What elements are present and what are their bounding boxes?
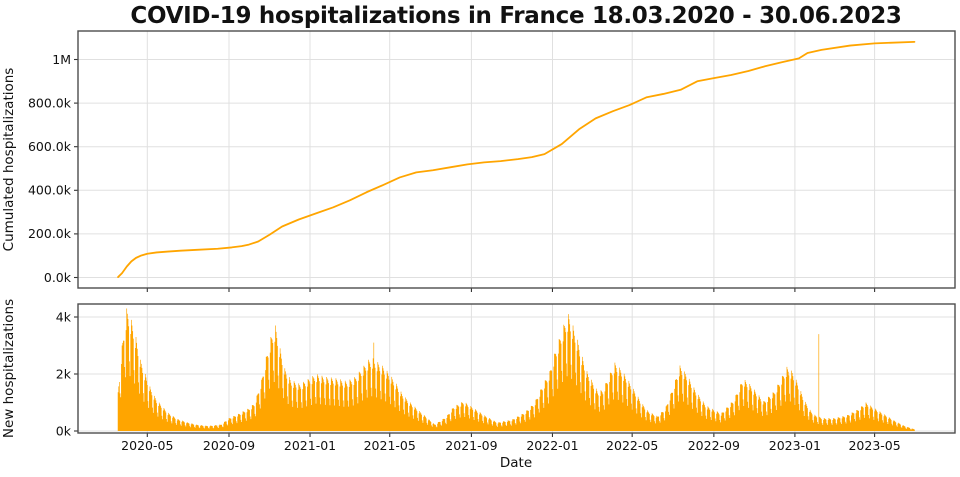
new-hospitalizations-bars bbox=[117, 308, 915, 431]
x-tick-label: 2023-05 bbox=[848, 438, 900, 453]
new-hospitalizations-plot: 0k 2k 4k 2020-05 2020-09 2021-01 2021-05 2021-0… bbox=[56, 303, 956, 453]
x-tick-label: 2021-05 bbox=[364, 438, 416, 453]
x-tick-label: 2023-01 bbox=[769, 438, 821, 453]
plot-frame bbox=[77, 30, 956, 289]
x-tick-label: 2022-05 bbox=[606, 438, 658, 453]
x-tick-label: 2021-01 bbox=[284, 438, 336, 453]
x-tick-label: 2022-09 bbox=[688, 438, 740, 453]
bottom-y-axis-label: New hospitalizations bbox=[1, 299, 17, 438]
figure-title: COVID-19 hospitalizations in France 18.0… bbox=[130, 3, 901, 29]
x-tick-label: 2021-09 bbox=[445, 438, 497, 453]
top-y-axis-label: Cumulated hospitalizations bbox=[1, 68, 17, 252]
y-tick-label: 600.0k bbox=[28, 139, 72, 154]
y-tick-label: 2k bbox=[56, 366, 72, 381]
x-tick-label: 2020-09 bbox=[203, 438, 255, 453]
cumulated-hospitalizations-plot: 0.0k 200.0k 400.0k 600.0k 800.0k 1M bbox=[28, 30, 956, 292]
y-tick-label: 200.0k bbox=[28, 226, 72, 241]
cumulated-line-series bbox=[117, 40, 916, 278]
y-tick-label: 400.0k bbox=[28, 183, 72, 198]
plot-frame bbox=[77, 303, 956, 434]
x-axis-label: Date bbox=[500, 455, 532, 471]
x-tick-label: 2020-05 bbox=[121, 438, 173, 453]
y-tick-label: 0k bbox=[56, 423, 72, 438]
y-tick-label: 0.0k bbox=[44, 270, 72, 285]
y-tick-label: 1M bbox=[52, 52, 71, 67]
y-tick-label: 4k bbox=[56, 309, 72, 324]
y-tick-label: 800.0k bbox=[28, 95, 72, 110]
x-tick-label: 2022-01 bbox=[526, 438, 578, 453]
